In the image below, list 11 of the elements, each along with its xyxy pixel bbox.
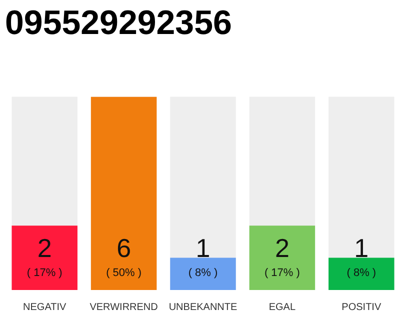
data-label: 2 ( 17% ) (264, 233, 300, 279)
x-tick-label: EGAL (268, 302, 296, 313)
data-label: 1 ( 8% ) (188, 233, 218, 279)
x-tick-label: UNBEKANNTE (168, 302, 238, 313)
data-label: 1 ( 8% ) (346, 233, 376, 279)
data-label: 2 ( 17% ) (26, 233, 62, 279)
chart-title: 095529292356 (5, 4, 232, 42)
x-tick-label: VERWIRREND (90, 302, 158, 313)
data-label: 6 ( 50% ) (106, 233, 142, 279)
x-tick-label: NEGATIV (23, 302, 67, 313)
x-tick-label: POSITIV (342, 302, 382, 313)
